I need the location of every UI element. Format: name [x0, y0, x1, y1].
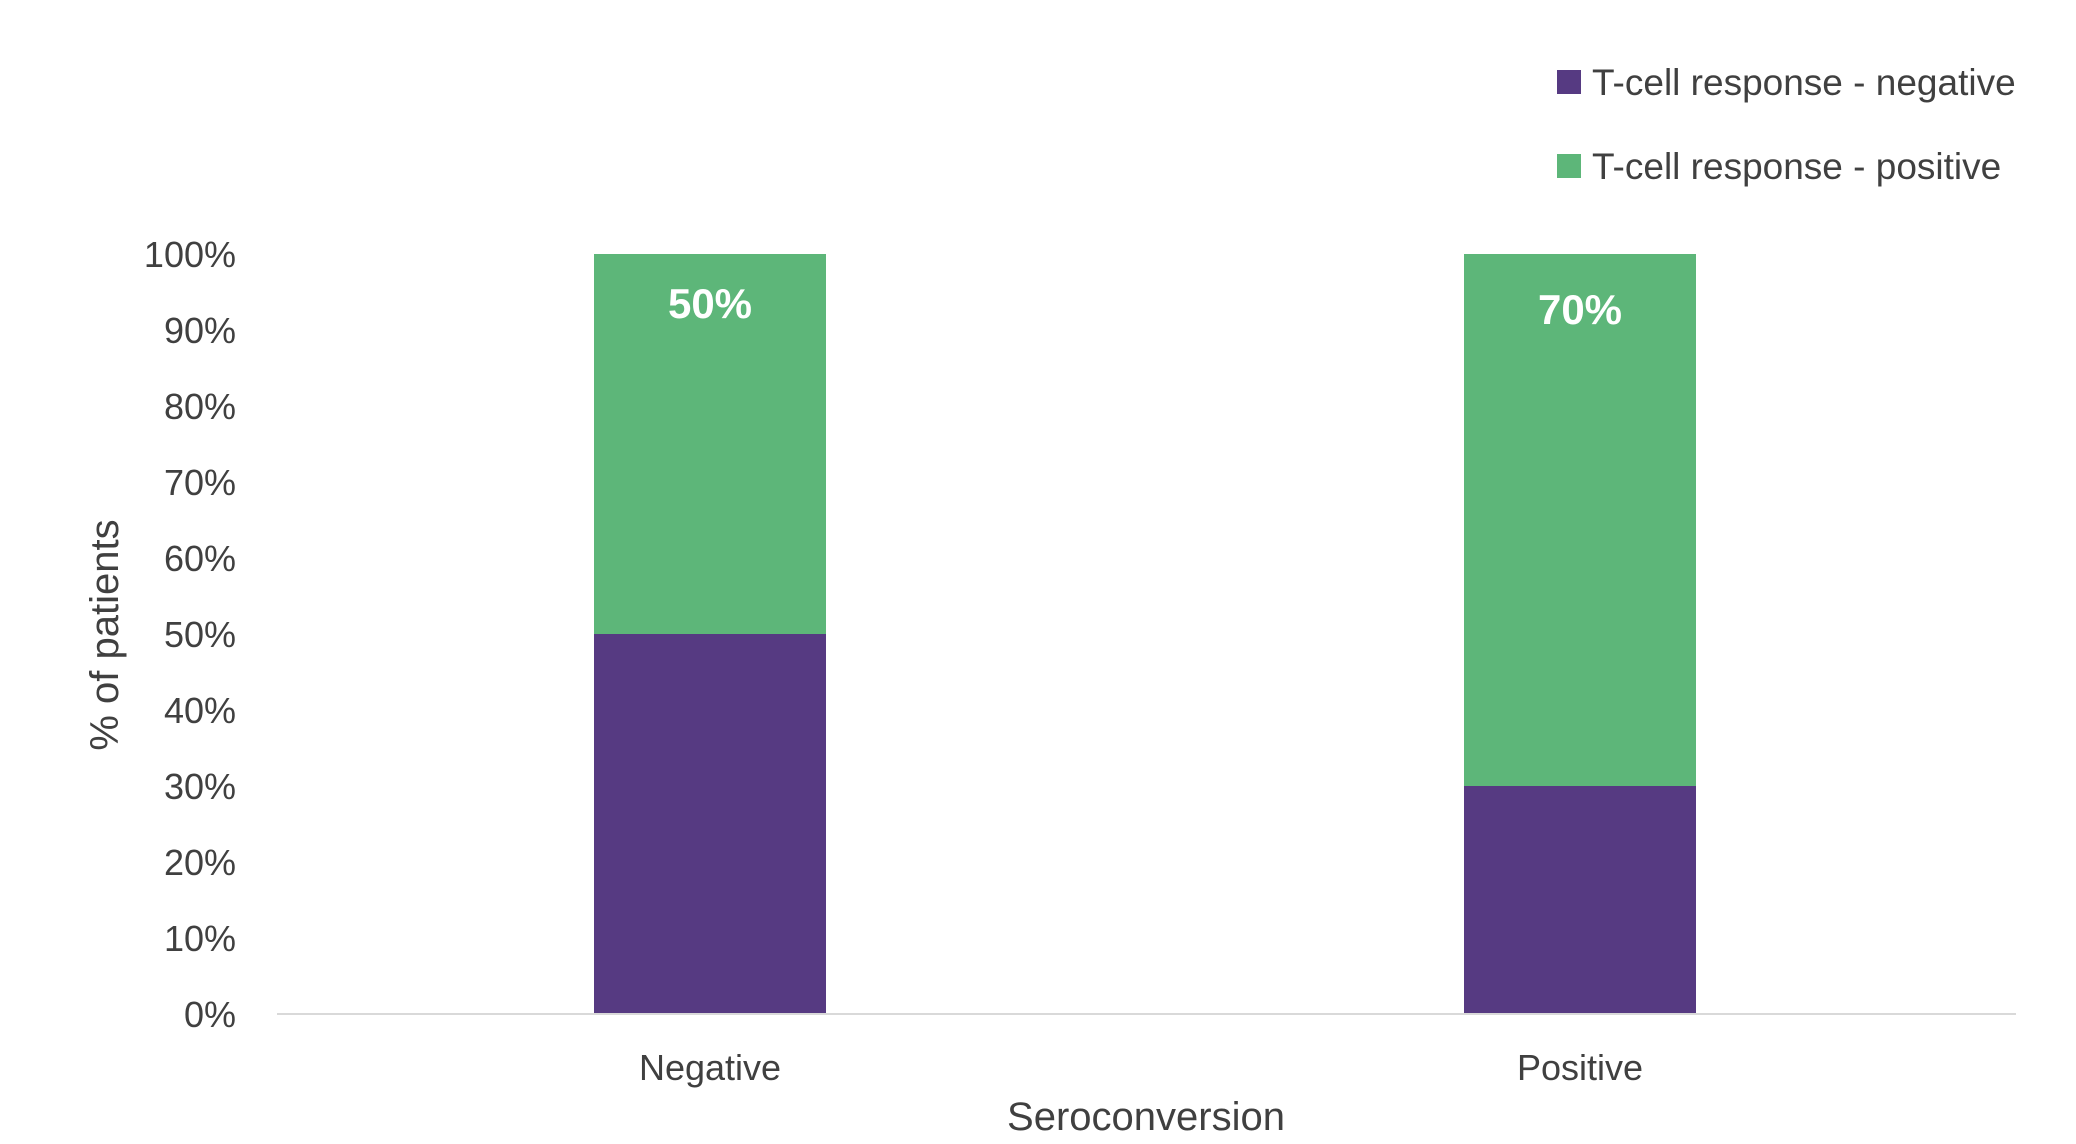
bar-t-cell-negative-positive: [1464, 786, 1696, 1014]
y-axis-title: % of patients: [83, 519, 127, 750]
legend-swatch: [1557, 70, 1581, 94]
y-axis-tick-labels: 0% 10% 20% 30% 40% 50% 60% 70% 80% 90% 100%: [144, 234, 236, 1035]
data-labels: 50% 70%: [668, 280, 1622, 333]
data-label: 70%: [1538, 286, 1622, 333]
legend-label: T-cell response - negative: [1592, 62, 2016, 103]
bar-t-cell-positive-negative: [594, 254, 826, 634]
y-tick-label: 70%: [164, 462, 236, 503]
y-tick-label: 10%: [164, 918, 236, 959]
x-tick-label: Negative: [639, 1047, 781, 1088]
bars: [594, 254, 1696, 1014]
y-tick-label: 50%: [164, 614, 236, 655]
y-tick-label: 90%: [164, 310, 236, 351]
data-label: 50%: [668, 280, 752, 327]
x-tick-label: Positive: [1517, 1047, 1643, 1088]
y-tick-label: 20%: [164, 842, 236, 883]
y-tick-label: 40%: [164, 690, 236, 731]
bar-t-cell-negative-negative: [594, 634, 826, 1014]
x-axis-title: Seroconversion: [1007, 1095, 1285, 1139]
legend: T-cell response - negative T-cell respons…: [1557, 62, 2016, 187]
y-tick-label: 80%: [164, 386, 236, 427]
legend-swatch: [1557, 154, 1581, 178]
y-tick-label: 60%: [164, 538, 236, 579]
x-axis-tick-labels: Negative Positive: [639, 1047, 1643, 1088]
bar-t-cell-positive-positive: [1464, 254, 1696, 786]
y-tick-label: 0%: [184, 994, 236, 1035]
legend-label: T-cell response - positive: [1592, 146, 2001, 187]
y-tick-label: 100%: [144, 234, 236, 275]
y-tick-label: 30%: [164, 766, 236, 807]
